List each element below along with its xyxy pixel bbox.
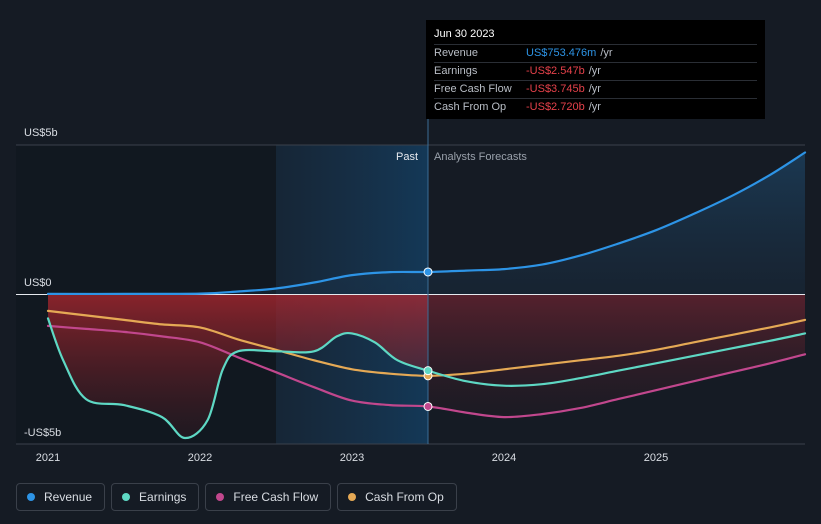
x-tick-label: 2023 <box>340 452 364 464</box>
x-tick-label: 2021 <box>36 452 60 464</box>
revenue-area <box>48 152 805 295</box>
tooltip-unit: /yr <box>588 83 601 95</box>
earnings-marker[interactable] <box>423 366 433 376</box>
legend-label: Free Cash Flow <box>233 490 319 504</box>
tooltip-row: Cash From Op -US$2.720b/yr <box>434 98 757 116</box>
y-label-zero: US$0 <box>24 277 52 289</box>
tooltip-unit: /yr <box>588 101 601 113</box>
earnings-line <box>46 317 807 440</box>
legend-item-free-cash-flow[interactable]: Free Cash Flow <box>205 483 332 511</box>
free-cash-flow-marker[interactable] <box>423 401 433 411</box>
tooltip-label: Revenue <box>434 47 479 59</box>
tooltip-unit: /yr <box>600 47 613 59</box>
x-tick-label: 2022 <box>188 452 212 464</box>
tooltip-value: -US$2.720b <box>526 101 585 113</box>
legend-dot-icon <box>216 493 225 501</box>
x-tick-label: 2025 <box>644 452 668 464</box>
legend-dot-icon <box>122 493 131 501</box>
tooltip-row: Free Cash Flow -US$3.745b/yr <box>434 80 757 98</box>
legend-item-cash-from-op[interactable]: Cash From Op <box>337 483 457 511</box>
y-label-top: US$5b <box>24 127 58 139</box>
tooltip-value: -US$3.745b <box>526 83 585 95</box>
revenue-marker[interactable] <box>423 267 433 277</box>
x-tick-label: 2024 <box>492 452 516 464</box>
tooltip-value: US$753.476m <box>526 47 597 59</box>
tooltip-date: Jun 30 2023 <box>434 28 495 40</box>
tooltip-label: Free Cash Flow <box>434 83 512 95</box>
legend-dot-icon <box>27 493 35 501</box>
tooltip-label: Cash From Op <box>434 101 507 113</box>
legend: Revenue Earnings Free Cash Flow Cash From O… <box>16 483 457 511</box>
tooltip-row: Earnings -US$2.547b/yr <box>434 62 757 80</box>
legend-item-earnings[interactable]: Earnings <box>111 483 200 511</box>
tooltip-label: Earnings <box>434 65 478 77</box>
legend-label: Revenue <box>44 490 93 504</box>
past-negative-area <box>48 294 428 439</box>
tooltip-unit: /yr <box>588 65 601 77</box>
tooltip-row: Revenue US$753.476m/yr <box>434 44 757 62</box>
tooltip-value: -US$2.547b <box>526 65 585 77</box>
legend-item-revenue[interactable]: Revenue <box>16 483 106 511</box>
forecast-label: Analysts Forecasts <box>434 151 527 163</box>
legend-label: Earnings <box>139 490 187 504</box>
y-label-bottom: -US$5b <box>24 427 61 439</box>
tooltip: Jun 30 2023 Revenue US$753.476m/yr Earning… <box>426 20 765 119</box>
revenue-line <box>46 151 807 296</box>
legend-label: Cash From Op <box>365 490 444 504</box>
legend-dot-icon <box>348 493 357 501</box>
past-label: Past <box>396 151 418 163</box>
